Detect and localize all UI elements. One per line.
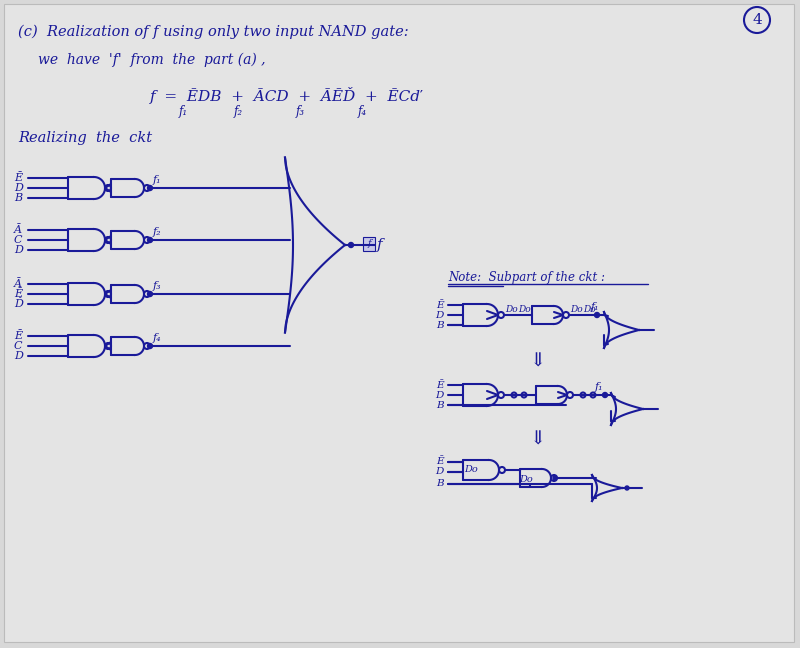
Text: f: f [367, 240, 371, 248]
Text: D: D [14, 351, 23, 361]
Text: B: B [436, 400, 444, 410]
Text: D: D [436, 467, 444, 476]
Text: f₃: f₃ [153, 281, 162, 291]
Text: Ē: Ē [14, 331, 22, 341]
Text: D: D [14, 183, 23, 193]
Text: Do: Do [519, 476, 533, 485]
Text: f₁: f₁ [591, 302, 600, 312]
Text: D: D [436, 391, 444, 400]
Text: C: C [14, 235, 22, 245]
Text: f₂: f₂ [153, 227, 162, 237]
Text: Ē: Ē [14, 289, 22, 299]
Circle shape [147, 238, 153, 242]
Text: f: f [377, 238, 382, 252]
Text: B: B [436, 321, 444, 329]
Text: Ā: Ā [14, 279, 22, 289]
Circle shape [602, 393, 607, 397]
Text: Realizing  the  ckt: Realizing the ckt [18, 131, 152, 145]
Text: Ā: Ā [14, 225, 22, 235]
Text: Ď: Ď [14, 299, 23, 309]
Text: ⇓: ⇓ [530, 353, 546, 371]
Text: Ē: Ē [436, 301, 444, 310]
Text: Do: Do [583, 305, 596, 314]
Text: D: D [436, 310, 444, 319]
Circle shape [147, 185, 153, 191]
Circle shape [625, 486, 629, 490]
Text: Note:  Subpart of the ckt :: Note: Subpart of the ckt : [448, 272, 605, 284]
Text: Ē: Ē [14, 173, 22, 183]
Text: Ē: Ē [436, 380, 444, 389]
Text: f₁: f₁ [153, 175, 162, 185]
Text: Do: Do [505, 305, 518, 314]
Text: f₄: f₄ [358, 104, 366, 117]
Text: f₁: f₁ [595, 382, 604, 392]
Text: f  =  ĒDB  +  ĀCD  +  ĀĒĎ  +  ĒCď: f = ĒDB + ĀCD + ĀĒĎ + ĒCď [150, 86, 421, 104]
Text: 4: 4 [752, 13, 762, 27]
Circle shape [349, 242, 354, 248]
Text: B: B [14, 193, 22, 203]
Text: f₂: f₂ [234, 104, 242, 117]
Text: C: C [14, 341, 22, 351]
Text: B: B [436, 480, 444, 489]
FancyBboxPatch shape [4, 4, 794, 642]
Text: (c)  Realization of f using only two input NAND gate:: (c) Realization of f using only two inpu… [18, 25, 409, 39]
Text: Ē: Ē [436, 457, 444, 467]
Text: Do: Do [464, 465, 478, 474]
Text: we  have  'f'  from  the  part (a) ,: we have 'f' from the part (a) , [38, 52, 266, 67]
Text: f₄: f₄ [153, 333, 162, 343]
Text: f₁: f₁ [178, 104, 187, 117]
Text: D: D [14, 245, 23, 255]
Text: Do: Do [570, 305, 582, 314]
Circle shape [594, 312, 599, 318]
Text: f₃: f₃ [295, 104, 305, 117]
Text: Do: Do [518, 305, 530, 314]
FancyBboxPatch shape [363, 237, 375, 251]
Circle shape [147, 292, 153, 297]
Circle shape [553, 476, 557, 480]
Text: ⇓: ⇓ [530, 431, 546, 449]
Circle shape [147, 343, 153, 349]
